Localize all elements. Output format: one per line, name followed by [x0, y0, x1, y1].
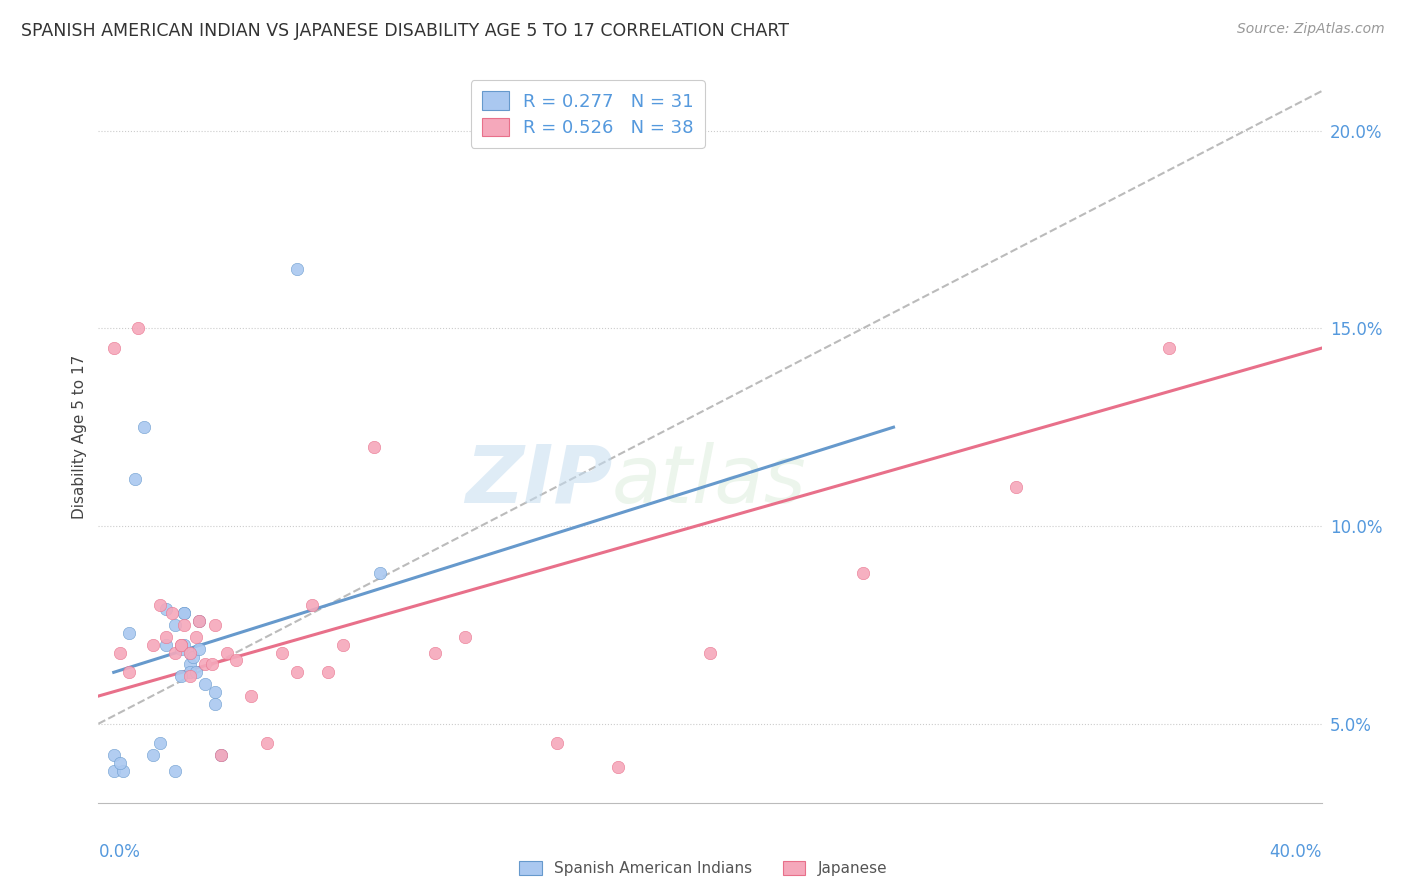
Point: [155, 638, 177, 652]
Point: [188, 641, 211, 656]
Point: [181, 649, 204, 664]
Point: [852, 566, 875, 581]
Point: [179, 646, 201, 660]
Point: [155, 602, 177, 616]
Point: [285, 665, 308, 680]
Point: [256, 737, 278, 751]
Point: [170, 638, 193, 652]
Point: [194, 677, 217, 691]
Point: [188, 614, 211, 628]
Point: [163, 646, 186, 660]
Point: [607, 760, 630, 774]
Point: [155, 630, 177, 644]
Point: [368, 566, 391, 581]
Point: [363, 440, 385, 454]
Point: [215, 646, 238, 660]
Point: [200, 657, 222, 672]
Text: SPANISH AMERICAN INDIAN VS JAPANESE DISABILITY AGE 5 TO 17 CORRELATION CHART: SPANISH AMERICAN INDIAN VS JAPANESE DISA…: [21, 22, 789, 40]
Point: [332, 638, 354, 652]
Text: 40.0%: 40.0%: [1270, 843, 1322, 861]
Point: [170, 641, 193, 656]
Point: [204, 618, 226, 632]
Point: [142, 748, 165, 763]
Point: [546, 737, 568, 751]
Point: [149, 737, 172, 751]
Point: [204, 697, 226, 711]
Point: [179, 665, 201, 680]
Point: [173, 606, 195, 620]
Point: [142, 638, 165, 652]
Y-axis label: Disability Age 5 to 17: Disability Age 5 to 17: [72, 355, 87, 519]
Point: [108, 756, 131, 771]
Point: [186, 630, 208, 644]
Point: [301, 598, 323, 612]
Point: [160, 606, 183, 620]
Point: [179, 669, 201, 683]
Point: [209, 748, 232, 763]
Point: [285, 262, 308, 277]
Point: [103, 764, 125, 779]
Point: [209, 748, 232, 763]
Point: [170, 638, 193, 652]
Point: [225, 653, 247, 667]
Point: [173, 606, 195, 620]
Point: [108, 646, 131, 660]
Text: atlas: atlas: [612, 442, 807, 520]
Point: [103, 341, 125, 355]
Point: [118, 665, 141, 680]
Point: [163, 764, 186, 779]
Text: 0.0%: 0.0%: [98, 843, 141, 861]
Point: [204, 685, 226, 699]
Legend: R = 0.277   N = 31, R = 0.526   N = 38: R = 0.277 N = 31, R = 0.526 N = 38: [471, 80, 704, 148]
Point: [173, 618, 195, 632]
Point: [188, 614, 211, 628]
Point: [1157, 341, 1180, 355]
Text: Source: ZipAtlas.com: Source: ZipAtlas.com: [1237, 22, 1385, 37]
Point: [134, 420, 156, 434]
Point: [699, 646, 721, 660]
Point: [1004, 479, 1026, 493]
Point: [186, 665, 208, 680]
Point: [454, 630, 477, 644]
Point: [103, 748, 125, 763]
Point: [163, 618, 186, 632]
Point: [240, 689, 263, 703]
Legend: Spanish American Indians, Japanese: Spanish American Indians, Japanese: [513, 855, 893, 882]
Point: [170, 669, 193, 683]
Point: [270, 646, 292, 660]
Point: [149, 598, 172, 612]
Point: [179, 657, 201, 672]
Point: [423, 646, 446, 660]
Text: ZIP: ZIP: [465, 442, 612, 520]
Point: [118, 625, 141, 640]
Point: [179, 646, 201, 660]
Point: [127, 321, 149, 335]
Point: [316, 665, 339, 680]
Point: [124, 472, 146, 486]
Point: [173, 638, 195, 652]
Point: [111, 764, 134, 779]
Point: [194, 657, 217, 672]
